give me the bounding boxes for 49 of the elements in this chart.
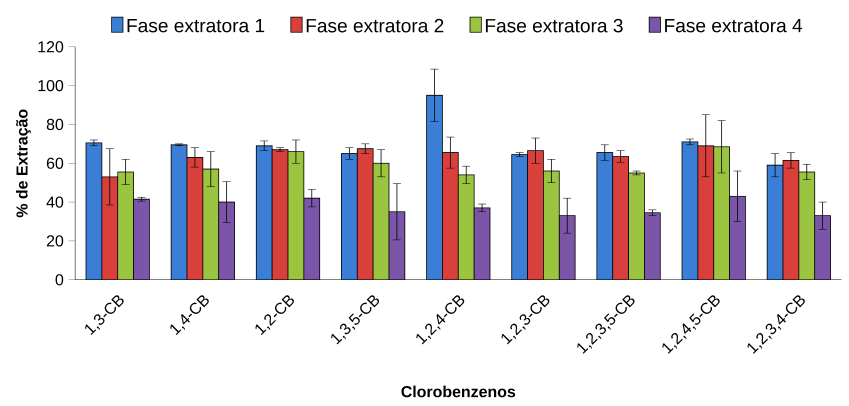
y-tick-label: 40 xyxy=(46,196,64,208)
bar xyxy=(511,154,528,280)
bar xyxy=(288,151,304,280)
bar xyxy=(474,208,490,280)
bar xyxy=(612,156,629,280)
y-tick-label: 0 xyxy=(56,274,64,286)
bar xyxy=(798,172,816,280)
bar xyxy=(814,215,831,280)
bar xyxy=(341,153,358,280)
bar xyxy=(202,168,220,280)
bar xyxy=(766,164,784,280)
legend-label: Fase extratora 3 xyxy=(486,19,623,33)
bar xyxy=(86,142,102,280)
bar xyxy=(117,172,134,280)
bar xyxy=(628,172,645,280)
bar xyxy=(388,211,406,280)
bar xyxy=(682,142,698,280)
bar xyxy=(442,152,459,280)
bar xyxy=(644,212,661,280)
bar xyxy=(782,160,800,280)
bar xyxy=(713,146,730,280)
y-tick-label: 80 xyxy=(46,118,64,130)
bar xyxy=(372,162,390,280)
bar xyxy=(558,215,576,280)
bar xyxy=(426,95,443,280)
bar xyxy=(596,152,614,280)
bar xyxy=(697,145,714,280)
bar xyxy=(170,144,188,280)
bar xyxy=(101,176,118,280)
bar xyxy=(186,157,204,280)
bar xyxy=(272,149,288,280)
bar xyxy=(729,196,746,280)
legend-label: Fase extratora 4 xyxy=(665,19,802,32)
bar xyxy=(458,174,475,280)
y-axis-title: % de Extração xyxy=(16,110,31,218)
y-tick-label: 100 xyxy=(38,80,64,92)
bar xyxy=(543,170,560,280)
y-tick-label: 20 xyxy=(46,235,64,247)
bar xyxy=(303,198,320,280)
bar xyxy=(527,150,544,280)
legend-label: Fase extratora 2 xyxy=(306,19,444,33)
bar xyxy=(133,198,150,280)
bar xyxy=(218,202,235,280)
bar xyxy=(256,145,273,280)
y-tick-label: 60 xyxy=(46,158,64,169)
bar xyxy=(356,148,374,280)
y-tick-label: 120 xyxy=(38,41,64,53)
x-axis-title: Clorobenzenos xyxy=(401,386,516,398)
legend-label: Fase extratora 1 xyxy=(128,19,264,32)
